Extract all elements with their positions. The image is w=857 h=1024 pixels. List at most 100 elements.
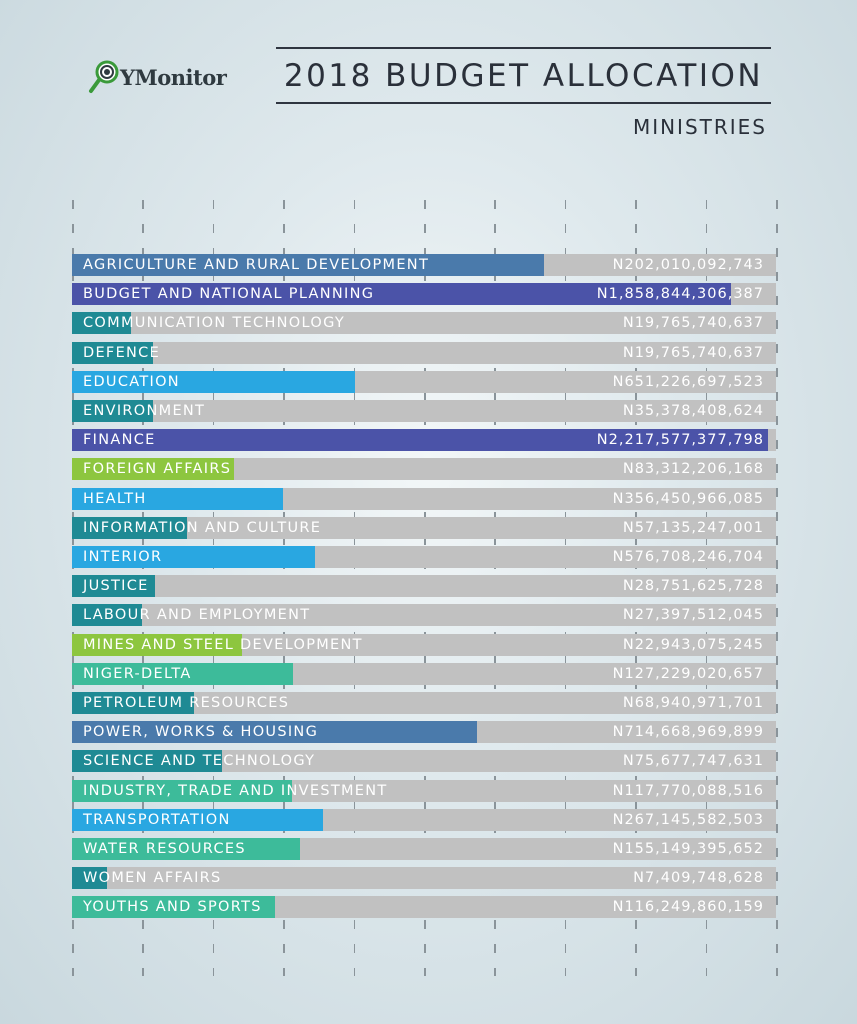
category-label: INTERIOR — [83, 549, 163, 565]
value-label: N651,226,697,523 — [612, 373, 764, 390]
category-label: BUDGET AND NATIONAL PLANNING — [83, 286, 375, 303]
bar — [72, 458, 234, 481]
bar-row: INDUSTRY, TRADE AND INVESTMENT N117,770,0… — [72, 779, 776, 802]
value-label: N57,135,247,001 — [622, 519, 764, 536]
bar-row: COMMUNICATION TECHNOLOGY N19,765,740,637 — [72, 312, 776, 335]
category-label: YOUTHS AND SPORTS — [83, 899, 262, 916]
magnifier-icon — [89, 60, 119, 93]
category-label: HEALTH — [83, 490, 147, 507]
value-label: N202,010,092,743 — [612, 257, 764, 273]
value-label: N117,770,088,516 — [612, 782, 764, 799]
bar — [72, 546, 315, 568]
bar-row: INFORMATION AND CULTURE N57,135,247,001 — [72, 516, 776, 539]
bar — [72, 633, 242, 656]
bar — [72, 750, 222, 773]
category-label: PETROLEUM RESOURCES — [83, 695, 290, 711]
category-label: POWER, WORKS & HOUSING — [83, 724, 319, 741]
bar-row: WOMEN AFFAIRS N7,409,748,628 — [72, 867, 776, 890]
logo-text: YMonitor — [120, 64, 227, 90]
bar — [72, 604, 143, 627]
chart-subtitle: MINISTRIES — [632, 115, 767, 139]
bar-row: INTERIOR N576,708,246,704 — [72, 546, 776, 568]
chart-title: 2018 BUDGET ALLOCATION — [283, 58, 764, 94]
bar — [72, 254, 544, 276]
bar — [72, 312, 132, 335]
bar — [72, 487, 284, 510]
category-label: INFORMATION AND CULTURE — [83, 519, 322, 536]
bar — [72, 692, 194, 714]
value-label: N19,765,740,637 — [622, 344, 764, 361]
bar — [72, 575, 156, 598]
bar — [72, 370, 355, 393]
bar-row: TRANSPORTATION N267,145,582,503 — [72, 808, 776, 831]
value-label: N27,397,512,045 — [622, 607, 764, 624]
bar — [72, 341, 153, 364]
bar-row: PETROLEUM RESOURCES N68,940,971,701 — [72, 692, 776, 714]
category-label: JUSTICE — [83, 578, 149, 595]
value-label: N356,450,966,085 — [612, 490, 764, 507]
bar-row: SCIENCE AND TECHNOLOGY N75,677,747,631 — [72, 750, 776, 773]
category-label: FOREIGN AFFAIRS — [83, 461, 232, 478]
category-label: DEFENCE — [83, 344, 161, 361]
value-label: N19,765,740,637 — [622, 315, 764, 332]
bar — [72, 838, 301, 860]
bar-row: FOREIGN AFFAIRS N83,312,206,168 — [72, 458, 776, 481]
category-label: AGRICULTURE AND RURAL DEVELOPMENT — [83, 257, 430, 273]
value-label: N68,940,971,701 — [622, 695, 764, 711]
category-label: TRANSPORTATION — [83, 811, 231, 828]
title-rule-bottom — [276, 102, 771, 104]
value-label: N127,229,020,657 — [612, 665, 764, 682]
value-label: N75,677,747,631 — [622, 753, 764, 770]
value-label: N2,217,577,377,798 — [596, 432, 764, 449]
bar — [72, 808, 324, 831]
value-label: N22,943,075,245 — [622, 636, 764, 653]
bar-row: ENVIRONMENT N35,378,408,624 — [72, 400, 776, 422]
bar-row: JUSTICE N28,751,625,728 — [72, 575, 776, 598]
category-label: EDUCATION — [83, 373, 180, 390]
bar — [72, 779, 292, 802]
value-label: N267,145,582,503 — [612, 811, 764, 828]
bar-row: FINANCE N2,217,577,377,798 — [72, 429, 776, 452]
value-label: N1,858,844,306,387 — [596, 286, 764, 303]
category-label: WOMEN AFFAIRS — [83, 870, 222, 887]
value-label: N155,149,395,652 — [612, 841, 764, 857]
bar-row: DEFENCE N19,765,740,637 — [72, 341, 776, 364]
grid-tick — [776, 200, 778, 976]
value-label: N714,668,969,899 — [612, 724, 764, 741]
category-label: SCIENCE AND TECHNOLOGY — [83, 753, 316, 770]
category-label: FINANCE — [83, 432, 156, 449]
logo: YMonitor — [88, 60, 227, 94]
category-label: MINES AND STEEL DEVELOPMENT — [83, 636, 363, 653]
bar-row: NIGER-DELTA N127,229,020,657 — [72, 662, 776, 685]
category-label: LABOUR AND EMPLOYMENT — [83, 607, 311, 624]
category-label: NIGER-DELTA — [83, 665, 192, 682]
category-label: INDUSTRY, TRADE AND INVESTMENT — [83, 782, 388, 799]
bar — [72, 867, 108, 890]
bar-row: POWER, WORKS & HOUSING N714,668,969,899 — [72, 721, 776, 744]
bar — [72, 516, 187, 539]
bar — [72, 283, 731, 306]
category-label: COMMUNICATION TECHNOLOGY — [83, 315, 346, 332]
bar-row: HEALTH N356,450,966,085 — [72, 487, 776, 510]
bar-row: MINES AND STEEL DEVELOPMENT N22,943,075,2… — [72, 633, 776, 656]
value-label: N116,249,860,159 — [612, 899, 764, 916]
bar-row: AGRICULTURE AND RURAL DEVELOPMENT N202,01… — [72, 254, 776, 276]
bar — [72, 721, 477, 744]
bar — [72, 429, 769, 452]
value-label: N28,751,625,728 — [622, 578, 764, 595]
category-label: WATER RESOURCES — [83, 841, 246, 857]
bar-row: BUDGET AND NATIONAL PLANNING N1,858,844,3… — [72, 283, 776, 306]
bar — [72, 896, 275, 919]
value-label: N35,378,408,624 — [622, 403, 764, 419]
value-label: N7,409,748,628 — [633, 870, 764, 887]
category-label: ENVIRONMENT — [83, 403, 206, 419]
value-label: N576,708,246,704 — [612, 549, 764, 565]
title-rule-top — [276, 47, 771, 49]
bar-row: YOUTHS AND SPORTS N116,249,860,159 — [72, 896, 776, 919]
bar-row: WATER RESOURCES N155,149,395,652 — [72, 838, 776, 860]
value-label: N83,312,206,168 — [622, 461, 764, 478]
bar-row: LABOUR AND EMPLOYMENT N27,397,512,045 — [72, 604, 776, 627]
bar-row: EDUCATION N651,226,697,523 — [72, 370, 776, 393]
bar — [72, 662, 294, 685]
bar — [72, 400, 153, 422]
